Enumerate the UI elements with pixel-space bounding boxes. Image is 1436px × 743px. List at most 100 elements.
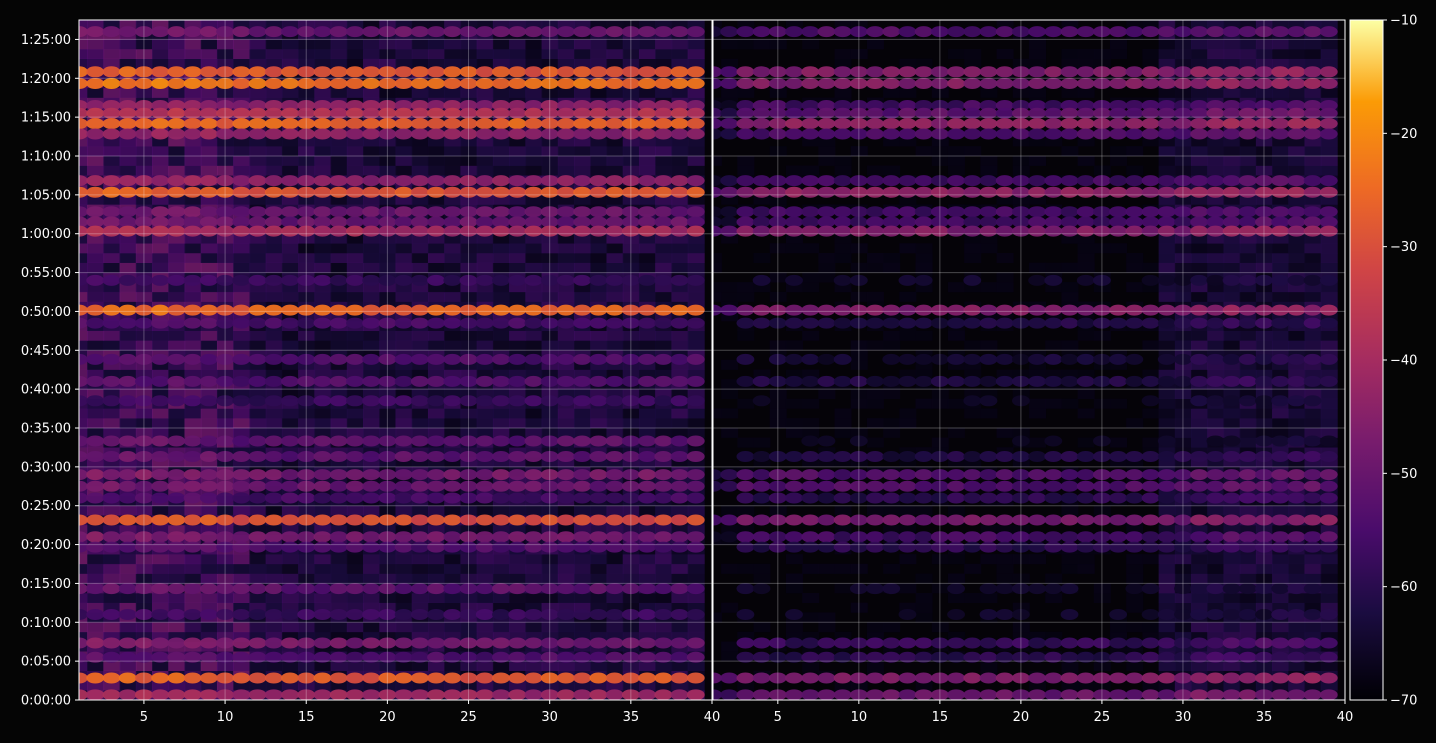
background-cell [997, 272, 1014, 282]
heatmap-cell [151, 318, 169, 329]
background-cell [1272, 292, 1289, 302]
background-cell [607, 554, 624, 564]
background-cell [477, 49, 494, 59]
heatmap-cell [492, 492, 510, 503]
heatmap-cell [362, 469, 380, 480]
background-cell [1126, 418, 1143, 428]
heatmap-cell [184, 78, 202, 89]
heatmap-cell [119, 187, 137, 198]
heatmap-cell [395, 542, 413, 553]
background-cell [1321, 263, 1338, 273]
background-cell [818, 564, 835, 574]
background-cell [754, 574, 771, 584]
heatmap-cell [654, 609, 672, 620]
heatmap-cell [589, 583, 607, 594]
background-cell [477, 156, 494, 166]
background-cell [1110, 622, 1127, 632]
background-cell [185, 418, 202, 428]
background-cell [1240, 243, 1257, 253]
heatmap-cell [249, 531, 267, 542]
heatmap-cell [411, 638, 429, 649]
heatmap-cell [573, 481, 591, 492]
background-cell [103, 263, 120, 273]
background-cell [282, 49, 299, 59]
background-cell [120, 146, 137, 156]
heatmap-cell [589, 435, 607, 446]
background-cell [1272, 408, 1289, 418]
heatmap-panels [70, 20, 1345, 700]
background-cell [558, 554, 575, 564]
background-cell [249, 418, 266, 428]
background-cell [1240, 574, 1257, 584]
background-cell [120, 243, 137, 253]
background-cell [87, 39, 104, 49]
heatmap-cell [119, 275, 137, 286]
background-cell [1045, 340, 1062, 350]
heatmap-cell [638, 118, 656, 129]
background-cell [412, 292, 429, 302]
background-cell [980, 593, 997, 603]
heatmap-cell [314, 395, 332, 406]
heatmap-cell [200, 689, 218, 700]
background-cell [152, 156, 169, 166]
heatmap-cell [427, 435, 445, 446]
heatmap-cell [184, 206, 202, 217]
heatmap-cell [427, 305, 445, 316]
heatmap-cell [167, 318, 185, 329]
heatmap-cell [119, 354, 137, 365]
heatmap-cell [200, 481, 218, 492]
heatmap-cell [654, 531, 672, 542]
background-cell [883, 506, 900, 516]
background-cell [1191, 253, 1208, 263]
heatmap-cell [638, 354, 656, 365]
background-cell [802, 399, 819, 409]
heatmap-cell [314, 26, 332, 37]
background-cell [997, 253, 1014, 263]
background-cell [802, 612, 819, 622]
heatmap-cell [167, 354, 185, 365]
background-cell [671, 506, 688, 516]
heatmap-cell [346, 376, 364, 387]
heatmap-cell [638, 226, 656, 237]
background-cell [1304, 574, 1321, 584]
heatmap-cell [557, 305, 575, 316]
heatmap-cell [508, 305, 526, 316]
background-cell [883, 253, 900, 263]
background-cell [1288, 506, 1305, 516]
background-cell [1191, 418, 1208, 428]
heatmap-cell [346, 226, 364, 237]
heatmap-cell [314, 492, 332, 503]
background-cell [249, 292, 266, 302]
background-cell [835, 583, 852, 593]
heatmap-cell [671, 492, 689, 503]
background-cell [266, 166, 283, 176]
heatmap-cell [346, 542, 364, 553]
heatmap-cell [103, 609, 121, 620]
heatmap-cell [476, 451, 494, 462]
background-cell [1207, 622, 1224, 632]
background-cell [314, 146, 331, 156]
heatmap-cell [654, 128, 672, 139]
background-cell [655, 39, 672, 49]
heatmap-cell [638, 531, 656, 542]
background-cell [754, 438, 771, 448]
heatmap-cell [443, 206, 461, 217]
background-cell [997, 554, 1014, 564]
background-cell [688, 166, 705, 176]
background-cell [152, 408, 169, 418]
heatmap-cell [508, 451, 526, 462]
background-cell [525, 340, 542, 350]
background-cell [948, 574, 965, 584]
heatmap-cell [573, 469, 591, 480]
background-cell [363, 146, 380, 156]
heatmap-cell [395, 305, 413, 316]
heatmap-cell [573, 305, 591, 316]
background-cell [363, 564, 380, 574]
background-cell [558, 506, 575, 516]
heatmap-cell [687, 481, 705, 492]
heatmap-cell [232, 583, 250, 594]
heatmap-cell [281, 66, 299, 77]
heatmap-cell [557, 451, 575, 462]
background-cell [1126, 564, 1143, 574]
heatmap-cell [86, 689, 104, 700]
